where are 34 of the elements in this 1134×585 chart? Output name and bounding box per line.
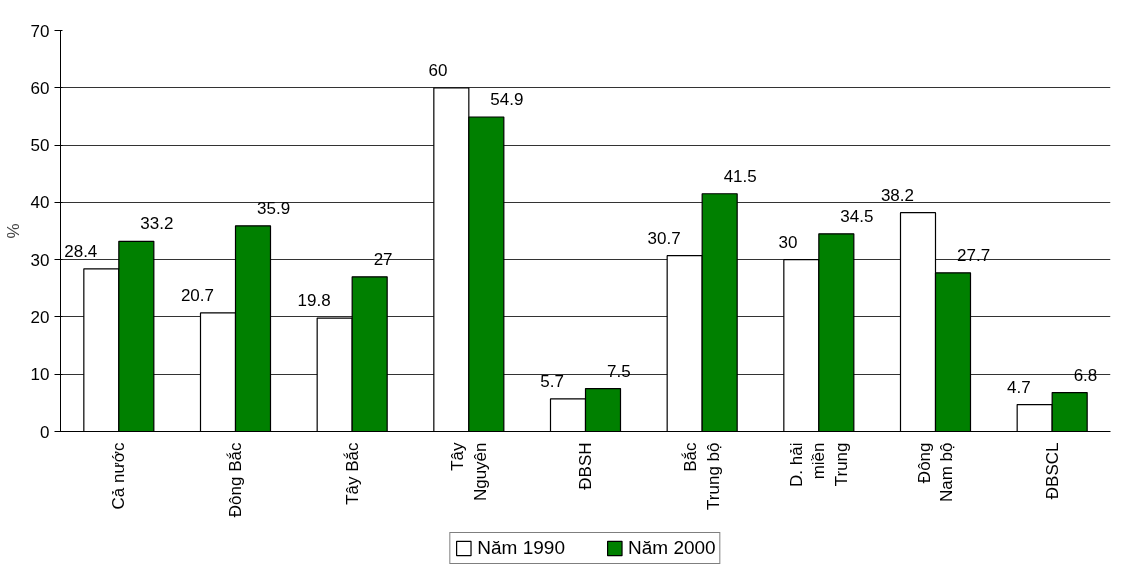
x-tick-label: Tây Nguyên <box>447 442 490 502</box>
legend-label: Năm 1990 <box>477 536 565 559</box>
x-tick-label: Tây Bắc <box>342 442 362 505</box>
y-tick-label: 30 <box>30 250 50 270</box>
data-label: 60 <box>428 60 448 80</box>
data-label: 34.5 <box>840 206 874 226</box>
data-label: 41.5 <box>723 166 757 186</box>
y-tick-label: 60 <box>30 78 50 98</box>
y-tick-label: 10 <box>30 365 50 385</box>
x-tick-label: D. hải miền Trung <box>786 442 852 487</box>
legend-label: Năm 2000 <box>628 536 716 559</box>
y-tick-label: 0 <box>40 422 50 442</box>
data-label: 54.9 <box>490 90 524 109</box>
y-tick-label: 20 <box>30 307 50 327</box>
x-tick-label: ĐBSCL <box>1042 442 1062 500</box>
data-label: 28.4 <box>64 241 98 261</box>
data-label: 20.7 <box>180 285 215 305</box>
data-label: 5.7 <box>540 371 565 391</box>
x-tick-label: Đông Bắc <box>226 442 245 518</box>
y-tick-label: 70 <box>30 21 50 41</box>
data-label: 35.9 <box>257 198 291 218</box>
data-label: 30.7 <box>647 228 681 248</box>
data-label: 30 <box>778 232 798 252</box>
data-label: 38.2 <box>880 185 915 205</box>
x-tick-label: Bắc Trung bộ <box>681 442 724 510</box>
x-tick-label: Cả nước <box>109 442 129 510</box>
data-label: 19.8 <box>297 291 331 311</box>
x-tick-label: Đông Nam bộ <box>914 442 957 503</box>
y-tick-label: 40 <box>30 193 50 213</box>
data-label: 4.7 <box>1007 377 1031 397</box>
x-tick-label: ĐBSH <box>576 442 595 490</box>
data-label: 33.2 <box>140 214 174 234</box>
y-tick-label: 50 <box>30 136 50 156</box>
y-axis-title: % <box>3 223 23 239</box>
